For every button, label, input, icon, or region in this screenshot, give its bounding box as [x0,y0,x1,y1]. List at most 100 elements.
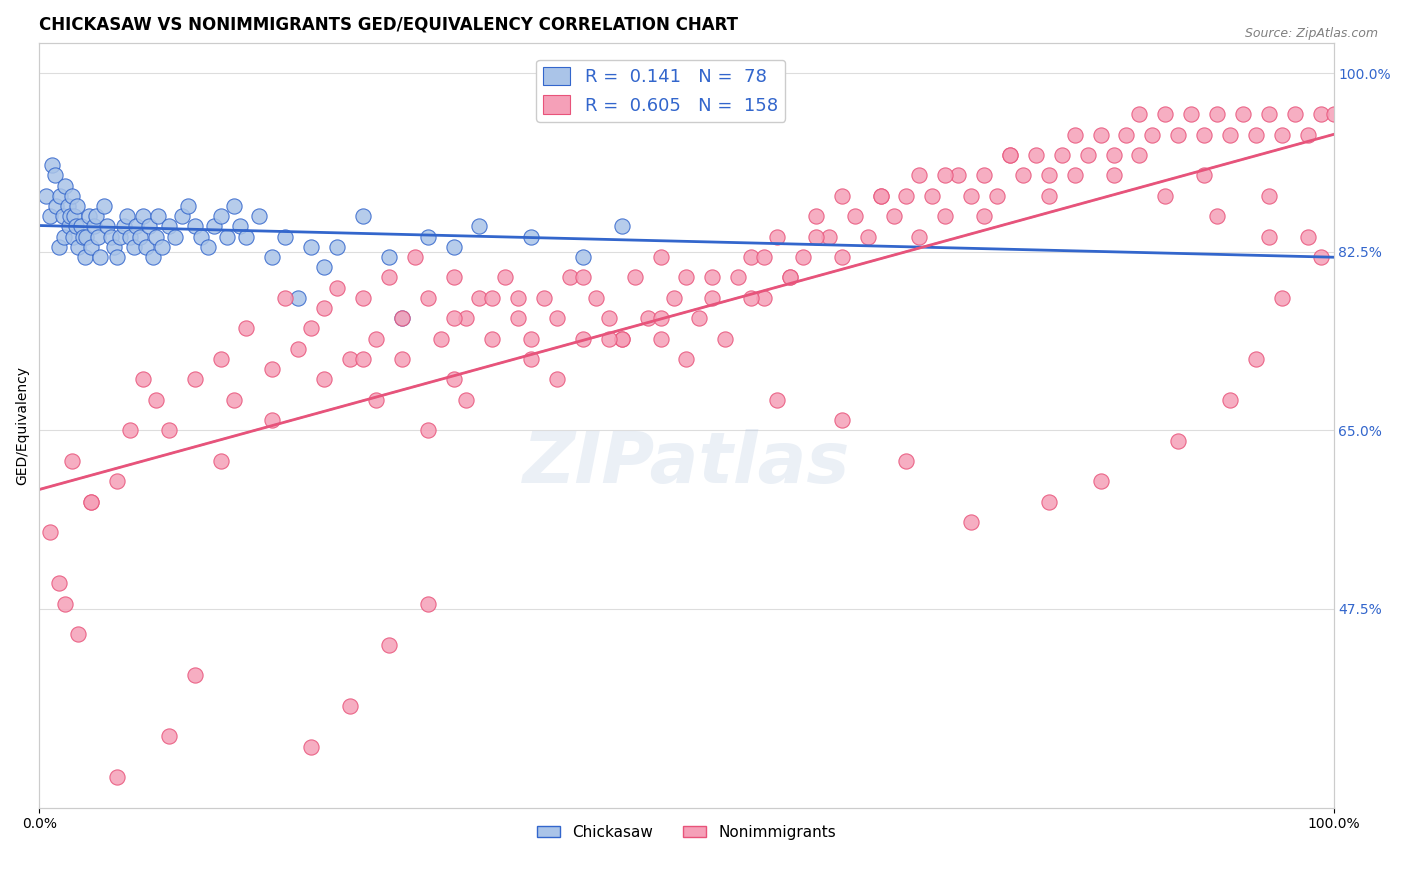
Point [48,576,70,591]
Point [650,107,672,121]
Point [416,229,439,244]
Point [1115,128,1137,142]
Point [752,250,775,264]
Point [118,424,141,438]
Point [623,270,645,285]
Point [326,280,349,294]
Point [122,240,145,254]
Point [1038,169,1060,183]
Point [831,413,853,427]
Point [56,199,79,213]
Point [766,229,789,244]
Point [299,321,322,335]
Point [546,372,568,386]
Point [157,219,180,234]
Point [170,209,193,223]
Point [960,515,983,529]
Point [416,597,439,611]
Point [1063,169,1085,183]
Point [67,240,90,254]
Point [650,332,672,346]
Point [714,332,737,346]
Point [235,321,257,335]
Point [546,311,568,326]
Point [378,638,401,652]
Point [1154,189,1177,203]
Point [249,209,271,223]
Point [391,311,413,326]
Point [998,148,1021,162]
Point [1167,128,1189,142]
Point [89,250,111,264]
Point [93,199,115,213]
Point [960,189,983,203]
Point [883,209,905,223]
Point [1219,392,1241,407]
Point [112,219,135,234]
Point [610,332,633,346]
Point [558,270,581,285]
Point [80,495,103,509]
Point [72,229,94,244]
Point [572,332,595,346]
Point [1154,107,1177,121]
Point [468,291,491,305]
Point [1192,128,1215,142]
Point [60,454,83,468]
Point [215,229,238,244]
Point [1244,352,1267,367]
Point [702,291,724,305]
Point [468,219,491,234]
Point [222,392,245,407]
Point [481,291,503,305]
Point [235,229,257,244]
Point [494,270,516,285]
Point [572,270,595,285]
Point [391,311,413,326]
Point [727,270,749,285]
Point [105,475,128,489]
Point [391,352,413,367]
Point [135,240,157,254]
Point [675,270,697,285]
Point [1192,169,1215,183]
Point [105,770,128,784]
Point [481,332,503,346]
Point [100,229,122,244]
Point [792,250,814,264]
Point [209,352,232,367]
Point [1296,128,1319,142]
Point [637,311,659,326]
Point [1025,148,1047,162]
Point [157,424,180,438]
Point [129,229,152,244]
Point [96,219,118,234]
Point [804,209,827,223]
Point [804,229,827,244]
Point [150,240,173,254]
Point [1271,291,1294,305]
Point [610,219,633,234]
Point [869,189,891,203]
Point [675,352,697,367]
Point [1063,128,1085,142]
Point [177,199,200,213]
Point [73,250,96,264]
Point [53,597,76,611]
Point [1296,229,1319,244]
Point [1257,229,1279,244]
Point [533,291,555,305]
Point [364,392,387,407]
Point [443,240,465,254]
Point [779,270,801,285]
Point [299,739,322,754]
Point [508,311,530,326]
Point [1090,475,1112,489]
Point [66,199,89,213]
Point [1284,107,1306,121]
Point [157,730,180,744]
Point [934,169,956,183]
Point [41,158,63,172]
Point [86,229,108,244]
Text: Source: ZipAtlas.com: Source: ZipAtlas.com [1244,27,1378,40]
